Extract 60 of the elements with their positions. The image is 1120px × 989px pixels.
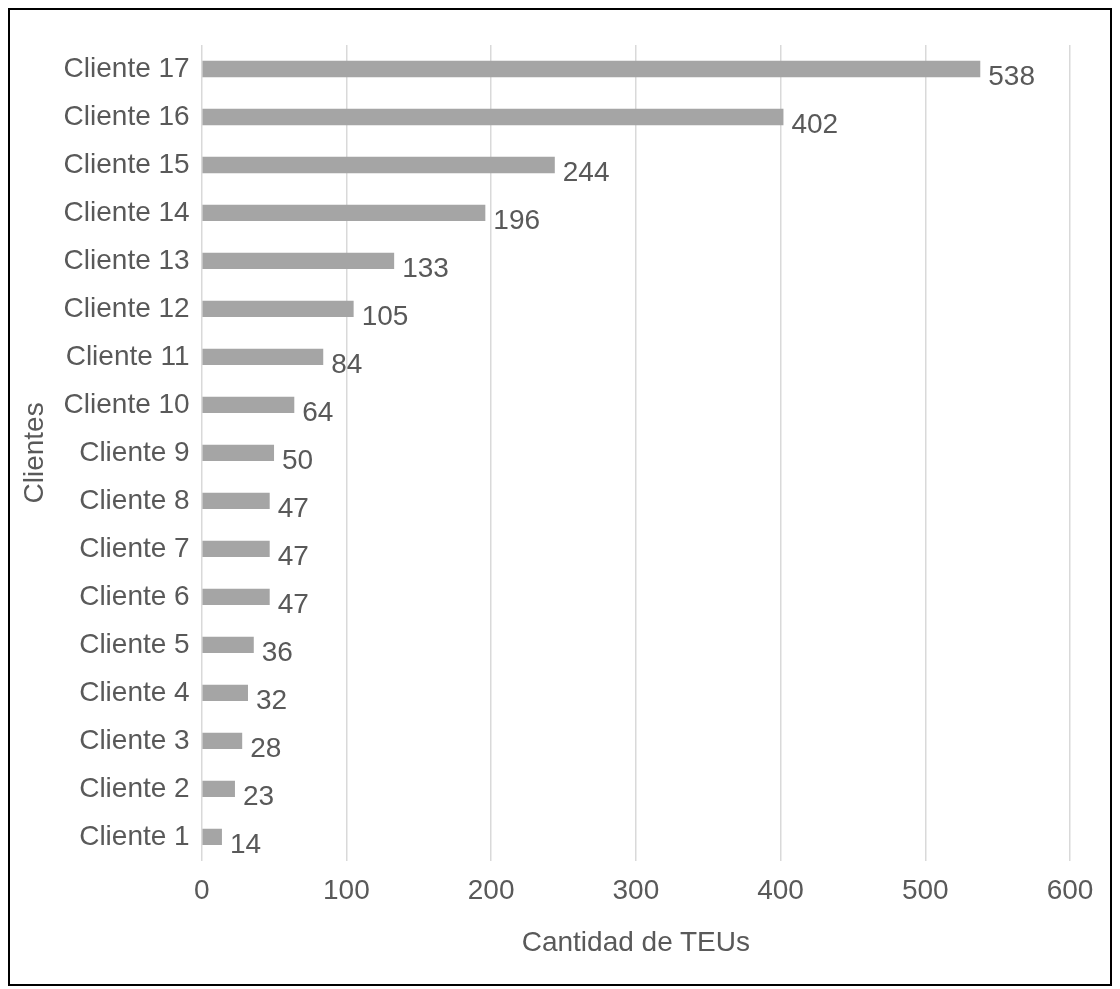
bar (202, 396, 295, 414)
bar (202, 636, 254, 654)
y-tick-label: Cliente 11 (65, 339, 190, 371)
y-tick-label: Cliente 16 (63, 99, 190, 131)
y-tick-label: Cliente 9 (79, 435, 190, 467)
data-label: 47 (277, 539, 309, 571)
bar (202, 108, 784, 126)
y-tick-label: Cliente 4 (79, 675, 190, 707)
bar (202, 780, 235, 797)
x-tick-label: 200 (467, 874, 515, 906)
data-label: 23 (242, 779, 275, 811)
y-tick-label: Cliente 14 (63, 195, 190, 227)
data-label: 196 (493, 203, 541, 235)
y-tick-label: Cliente 3 (79, 723, 190, 755)
bar (202, 588, 270, 606)
y-tick-label: Cliente 2 (79, 771, 190, 803)
data-label: 538 (988, 59, 1035, 91)
x-tick-label: 600 (1046, 874, 1094, 906)
bar (202, 156, 555, 174)
y-tick-label: Cliente 7 (79, 531, 190, 563)
y-tick-label: Cliente 10 (63, 387, 190, 419)
x-tick-label: 500 (901, 874, 949, 906)
bar (202, 348, 324, 366)
y-tick-label: Cliente 8 (79, 483, 190, 515)
y-tick-label: Cliente 13 (63, 243, 190, 275)
data-label: 64 (302, 395, 334, 427)
data-label: 50 (282, 443, 314, 475)
data-label: 36 (261, 635, 293, 667)
data-label: 244 (562, 155, 610, 187)
data-label: 84 (331, 347, 363, 379)
x-tick-label: 400 (757, 874, 804, 906)
bar (202, 300, 354, 318)
bar (202, 540, 270, 558)
x-tick-label: 100 (323, 874, 370, 906)
bar (202, 732, 243, 749)
data-label: 47 (277, 587, 309, 619)
data-label: 47 (277, 491, 309, 523)
data-label: 14 (229, 827, 262, 859)
data-label: 105 (361, 299, 409, 331)
y-tick-label: Cliente 5 (79, 627, 190, 659)
y-tick-label: Cliente 1 (79, 819, 190, 851)
x-tick-label: 0 (193, 874, 210, 906)
data-label: 28 (250, 731, 282, 763)
bar (202, 684, 248, 701)
data-label: 133 (402, 251, 449, 283)
data-label: 402 (791, 107, 839, 139)
bar (202, 492, 270, 510)
x-axis-title: Cantidad de TEUs (521, 925, 750, 957)
data-label: 32 (255, 683, 288, 715)
y-tick-label: Cliente 6 (79, 579, 190, 611)
bar (202, 204, 486, 222)
bar (202, 828, 222, 845)
bar (202, 444, 275, 462)
bar (202, 252, 395, 270)
y-axis-title: Clientes (17, 402, 49, 504)
y-tick-label: Cliente 12 (63, 291, 190, 323)
y-tick-label: Cliente 17 (63, 51, 190, 83)
bar (202, 60, 981, 78)
x-tick-label: 300 (612, 874, 660, 906)
y-tick-label: Cliente 15 (63, 147, 190, 179)
